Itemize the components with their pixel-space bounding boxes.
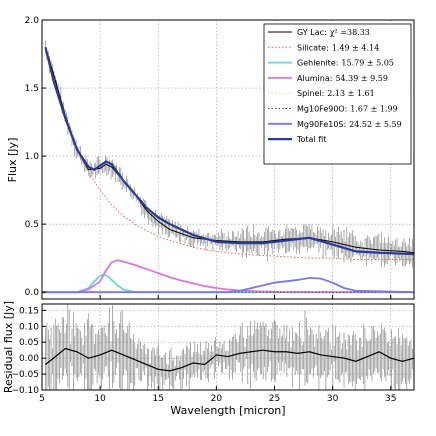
silicate-line	[45, 47, 414, 261]
residual-panel: −0.10 −0.05 0.00 0.05 0.10 0.15 5 10 15 20 25 30 35…	[2, 301, 415, 417]
legend-value: 2.13 ± 1.61	[327, 89, 374, 98]
alumina-line	[42, 259, 414, 294]
flux-y-ticks: 0.0 0.5 1.0 1.5 2.0	[25, 16, 392, 299]
residual-error-bars	[45, 304, 414, 390]
legend: GY Lac: χ² =38.33 Silicate: 1.49 ± 4.14 Gehl…	[263, 23, 412, 165]
residual-y-ticks: −0.10 −0.05 0.00 0.05 0.10 0.15	[11, 306, 46, 396]
legend-label: Silicate: 1.49 ± 4.14	[297, 43, 379, 52]
y-tick-label: −0.05	[11, 370, 39, 380]
y-tick-label: 1.0	[25, 152, 40, 162]
wavelength-axis-label: Wavelength [micron]	[170, 404, 285, 417]
spectrum-frame	[41, 19, 415, 300]
legend-value: 1.67 ± 1.99	[350, 105, 397, 114]
y-tick-label: 0.0	[25, 288, 40, 298]
legend-value: 54.39 ± 9.59	[335, 74, 388, 83]
y-tick-label: 0.10	[19, 322, 39, 332]
legend-value: χ² =38.33	[330, 28, 370, 37]
x-tick-label: 30	[327, 394, 339, 404]
y-tick-label: −0.10	[11, 386, 39, 396]
legend-label: Spinel: 2.13 ± 1.61	[297, 89, 375, 98]
y-tick-label: 0.15	[19, 306, 39, 316]
legend-label: Total fit	[296, 135, 326, 144]
x-tick-label: 20	[211, 394, 223, 404]
legend-box	[263, 23, 412, 165]
residual-series	[45, 304, 414, 390]
spectrum-series	[42, 40, 414, 294]
x-tick-label: 10	[94, 394, 106, 404]
y-tick-label: 0.5	[25, 220, 39, 230]
x-tick-label: 25	[269, 394, 280, 404]
x-tick-label: 5	[39, 394, 45, 404]
wavelength-x-ticks: 5 10 15 20 25 30 35	[39, 386, 396, 404]
legend-label: Gehlenite: 15.79 ± 5.05	[297, 59, 394, 68]
y-tick-label: 1.5	[25, 84, 39, 94]
legend-label: Mg90Fe10S: 24.52 ± 5.59	[297, 120, 402, 129]
legend-value: 1.49 ± 4.14	[332, 43, 379, 52]
y-tick-label: 2.0	[25, 16, 40, 26]
x-tick-label: 15	[153, 394, 164, 404]
gehlenite-line	[42, 273, 414, 294]
y-tick-label: 0.00	[19, 354, 39, 364]
y-tick-label: 0.05	[19, 338, 39, 348]
flux-axis-label: Flux [Jy]	[6, 138, 19, 183]
residual-line	[45, 347, 414, 372]
residual-frame	[41, 303, 415, 391]
legend-value: 15.79 ± 5.05	[341, 59, 394, 68]
legend-label: Alumina: 54.39 ± 9.59	[297, 74, 388, 83]
legend-value: 24.52 ± 5.59	[349, 120, 402, 129]
spectrum-panel: 0.0 0.5 1.0 1.5 2.0 Flux [Jy] GY Lac: χ² =38.…	[6, 16, 415, 300]
residual-axis-label: Residual flux [Jy]	[2, 301, 15, 393]
observed-line	[45, 47, 414, 254]
mg90fe10s-line	[42, 276, 414, 294]
legend-label: GY Lac: χ² =38.33	[297, 28, 370, 37]
x-tick-label: 35	[385, 394, 396, 404]
total-fit-line	[44, 46, 414, 256]
